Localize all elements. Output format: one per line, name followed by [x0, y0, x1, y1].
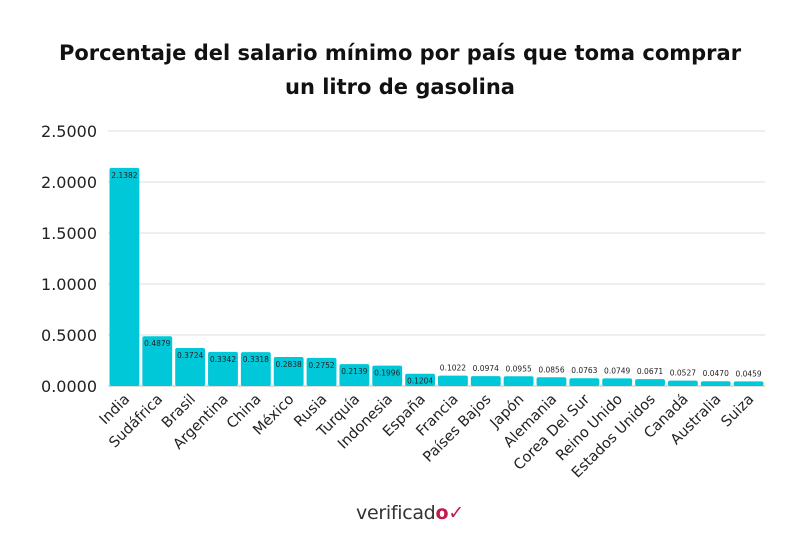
data-label: 0.0671 [637, 367, 663, 376]
bar [438, 375, 468, 386]
bar [240, 352, 271, 386]
data-label: 0.2752 [308, 361, 334, 370]
bar [372, 365, 403, 386]
bar [470, 376, 501, 386]
data-label: 0.1204 [407, 377, 433, 386]
bar [142, 336, 173, 386]
logo-check-mark: o✓ [435, 502, 464, 524]
chart-title: Porcentaje del salario mínimo por país q… [0, 36, 800, 104]
bar [700, 381, 731, 386]
data-label: 0.1996 [374, 369, 400, 378]
y-tick-label: 1.0000 [41, 275, 97, 294]
data-label: 0.0856 [538, 365, 564, 374]
bar [667, 380, 698, 386]
data-label: 0.0527 [670, 369, 696, 378]
y-tick-label: 0.5000 [41, 326, 97, 345]
bar [733, 381, 764, 386]
data-label: 0.0470 [703, 369, 729, 378]
logo-text: verificad [356, 502, 436, 524]
data-label: 0.2838 [276, 360, 302, 369]
verificado-logo: verificado✓ [356, 502, 464, 524]
bar [273, 357, 304, 386]
y-tick-label: 0.0000 [41, 377, 97, 396]
bar [405, 373, 435, 386]
bar [602, 378, 633, 386]
x-tick-label: Suiza [719, 392, 758, 431]
data-label: 0.4879 [144, 339, 170, 348]
bar [536, 377, 567, 386]
bar [109, 167, 140, 386]
bar [175, 348, 206, 386]
data-label: 0.3318 [243, 355, 269, 364]
chart-title-line-2: un litro de gasolina [285, 75, 515, 99]
data-label: 0.0749 [604, 366, 630, 375]
bar [569, 378, 600, 386]
bar [635, 379, 665, 386]
bar [339, 364, 370, 386]
bar [503, 376, 534, 386]
bar [306, 357, 337, 386]
chart-title-line-1: Porcentaje del salario mínimo por país q… [58, 41, 742, 65]
y-tick-label: 2.5000 [41, 122, 97, 141]
data-label: 0.0974 [473, 364, 499, 373]
data-label: 0.3342 [210, 355, 236, 364]
data-label: 0.0459 [735, 369, 761, 378]
y-tick-label: 2.0000 [41, 173, 97, 192]
data-label: 0.2139 [341, 367, 367, 376]
y-tick-label: 1.5000 [41, 224, 97, 243]
bar [208, 351, 238, 386]
data-label: 0.3724 [177, 351, 203, 360]
data-label: 0.0955 [506, 364, 532, 373]
data-label: 0.1022 [440, 364, 466, 373]
data-label: 0.0763 [571, 366, 597, 375]
data-label: 2.1382 [111, 171, 137, 180]
